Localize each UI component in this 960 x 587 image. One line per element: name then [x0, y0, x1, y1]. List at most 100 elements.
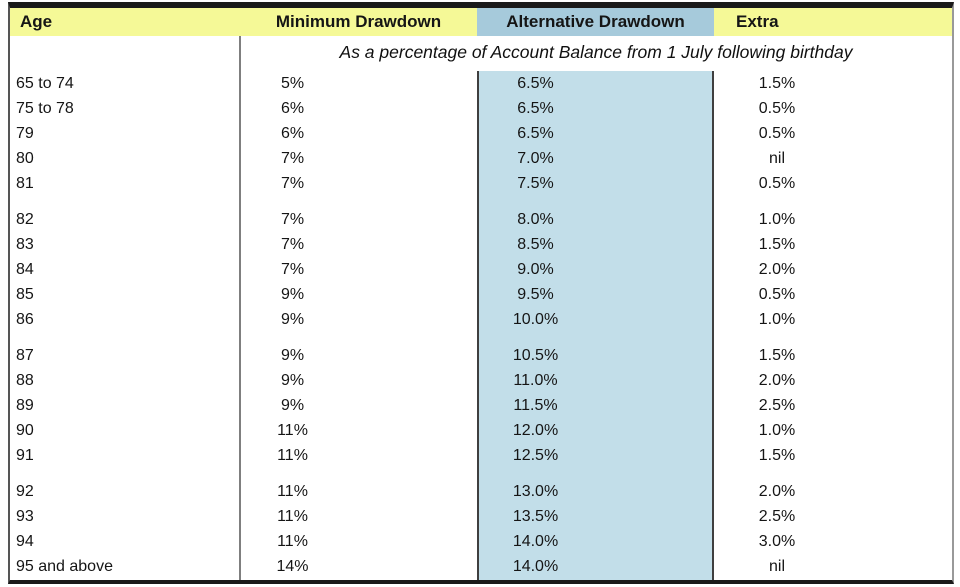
age-cell: 91 — [16, 447, 34, 464]
header-extra: Extra — [736, 12, 779, 31]
header-alternative-drawdown: Alternative Drawdown — [477, 8, 714, 36]
alternative-drawdown-cell: 6.5% — [517, 100, 554, 117]
extra-cell: 2.0% — [758, 372, 796, 389]
alternative-drawdown-cell: 10.5% — [512, 347, 559, 364]
alternative-drawdown-cell: 8.5% — [517, 236, 554, 253]
age-cell: 94 — [16, 533, 34, 550]
extra-cell: 0.5% — [758, 286, 796, 303]
age-cell: 79 — [16, 125, 34, 142]
table-row: 93 11% 13.5% 2.5% — [10, 504, 952, 529]
age-cell: 75 to 78 — [16, 100, 74, 117]
minimum-drawdown-cell: 9% — [280, 347, 305, 364]
table-header-row: Age Minimum Drawdown Alternative Drawdow… — [10, 8, 952, 36]
extra-cell: 3.0% — [758, 533, 796, 550]
extra-cell: 1.0% — [758, 311, 796, 328]
minimum-drawdown-cell: 14% — [276, 558, 309, 575]
drawdown-table: Age Minimum Drawdown Alternative Drawdow… — [8, 2, 954, 584]
alternative-drawdown-cell: 14.0% — [512, 533, 559, 550]
table-row: 85 9% 9.5% 0.5% — [10, 282, 952, 307]
age-cell: 85 — [16, 286, 34, 303]
extra-cell: 1.5% — [758, 236, 796, 253]
header-age: Age — [20, 12, 53, 31]
table-row: 81 7% 7.5% 0.5% — [10, 171, 952, 196]
age-cell: 95 and above — [16, 558, 113, 575]
age-cell: 65 to 74 — [16, 75, 74, 92]
table-row: 94 11% 14.0% 3.0% — [10, 529, 952, 554]
table-body: As a percentage of Account Balance from … — [10, 36, 952, 580]
minimum-drawdown-cell: 5% — [280, 75, 305, 92]
alternative-drawdown-cell: 13.0% — [512, 483, 559, 500]
minimum-drawdown-cell: 11% — [277, 483, 308, 500]
subheader-spacer — [10, 36, 240, 71]
table-row: 65 to 74 5% 6.5% 1.5% — [10, 71, 952, 96]
alternative-drawdown-cell: 13.5% — [512, 508, 559, 525]
minimum-drawdown-cell: 9% — [280, 286, 305, 303]
extra-cell: 1.5% — [758, 447, 796, 464]
table-row: 84 7% 9.0% 2.0% — [10, 257, 952, 282]
extra-cell: 2.5% — [758, 508, 796, 525]
alternative-column-highlight — [477, 71, 714, 580]
minimum-drawdown-cell: 11% — [277, 533, 308, 550]
minimum-drawdown-cell: 7% — [280, 211, 305, 228]
alternative-drawdown-cell: 8.0% — [517, 211, 554, 228]
age-cell: 81 — [16, 175, 34, 192]
alternative-drawdown-cell: 11.0% — [513, 372, 558, 389]
minimum-drawdown-cell: 7% — [280, 236, 305, 253]
extra-cell: 2.5% — [758, 397, 796, 414]
table-row: 83 7% 8.5% 1.5% — [10, 232, 952, 257]
table-row: 86 9% 10.0% 1.0% — [10, 307, 952, 332]
minimum-drawdown-cell: 6% — [280, 125, 305, 142]
minimum-drawdown-cell: 11% — [277, 508, 308, 525]
table-row: 89 9% 11.5% 2.5% — [10, 393, 952, 418]
table-row: 82 7% 8.0% 1.0% — [10, 207, 952, 232]
minimum-drawdown-cell: 7% — [280, 175, 305, 192]
alternative-drawdown-cell: 14.0% — [512, 558, 559, 575]
extra-cell: 2.0% — [758, 483, 796, 500]
age-cell: 83 — [16, 236, 34, 253]
table-row: 87 9% 10.5% 1.5% — [10, 343, 952, 368]
alternative-drawdown-cell: 10.0% — [512, 311, 559, 328]
extra-cell: nil — [768, 150, 785, 167]
age-cell: 84 — [16, 261, 34, 278]
alternative-drawdown-cell: 6.5% — [517, 125, 554, 142]
age-cell: 90 — [16, 422, 34, 439]
table-row: 91 11% 12.5% 1.5% — [10, 443, 952, 468]
minimum-drawdown-cell: 9% — [280, 311, 305, 328]
extra-cell: 0.5% — [758, 125, 796, 142]
table-row: 92 11% 13.0% 2.0% — [10, 479, 952, 504]
age-cell: 89 — [16, 397, 34, 414]
alternative-drawdown-cell: 9.5% — [517, 286, 554, 303]
table-row: 90 11% 12.0% 1.0% — [10, 418, 952, 443]
table-row: 80 7% 7.0% nil — [10, 146, 952, 171]
alternative-drawdown-cell: 12.0% — [512, 422, 559, 439]
age-cell: 88 — [16, 372, 34, 389]
minimum-drawdown-cell: 9% — [280, 372, 305, 389]
alternative-drawdown-cell: 11.5% — [513, 397, 558, 414]
minimum-drawdown-cell: 7% — [280, 150, 305, 167]
alternative-drawdown-cell: 6.5% — [517, 75, 554, 92]
table-row: 75 to 78 6% 6.5% 0.5% — [10, 96, 952, 121]
minimum-drawdown-cell: 7% — [280, 261, 305, 278]
table-rows: 65 to 74 5% 6.5% 1.5% 75 to 78 6% 6.5% 0… — [10, 71, 952, 579]
header-minimum-drawdown: Minimum Drawdown — [275, 12, 442, 31]
subheader-note: As a percentage of Account Balance from … — [339, 42, 853, 62]
age-cell: 80 — [16, 150, 34, 167]
extra-cell: 1.5% — [758, 75, 796, 92]
minimum-drawdown-cell: 9% — [280, 397, 305, 414]
alternative-drawdown-cell: 7.5% — [517, 175, 554, 192]
age-column-divider — [239, 36, 241, 580]
age-cell: 87 — [16, 347, 34, 364]
age-cell: 86 — [16, 311, 34, 328]
table-row: 79 6% 6.5% 0.5% — [10, 121, 952, 146]
table-row: 95 and above 14% 14.0% nil — [10, 554, 952, 579]
minimum-drawdown-cell: 6% — [280, 100, 305, 117]
subheader-row: As a percentage of Account Balance from … — [10, 36, 952, 71]
extra-cell: 0.5% — [758, 100, 796, 117]
table-row: 88 9% 11.0% 2.0% — [10, 368, 952, 393]
extra-cell: 2.0% — [758, 261, 796, 278]
minimum-drawdown-cell: 11% — [277, 422, 308, 439]
age-cell: 93 — [16, 508, 34, 525]
extra-cell: 1.0% — [758, 211, 796, 228]
extra-cell: 1.5% — [758, 347, 796, 364]
